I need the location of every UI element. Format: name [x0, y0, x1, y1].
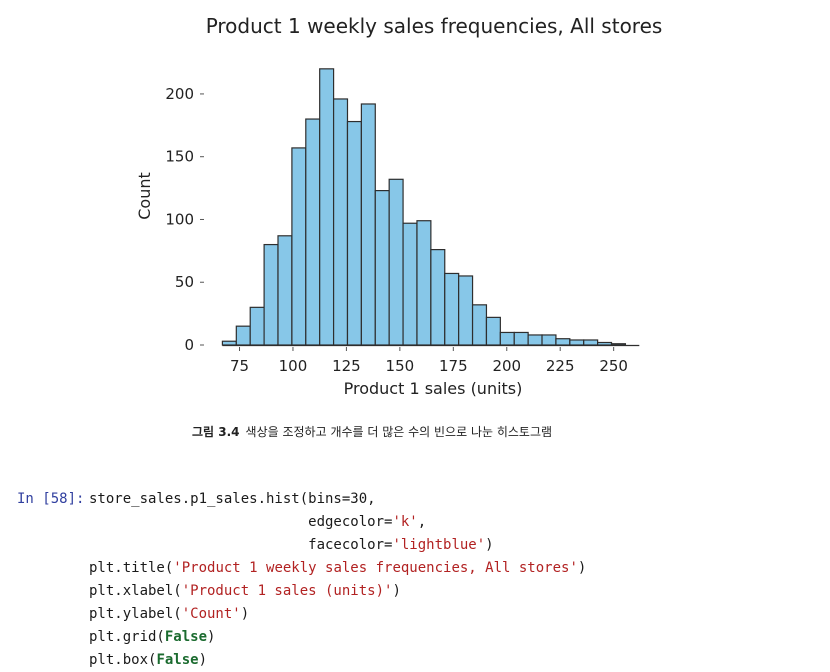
- histogram-bar: [263, 243, 279, 346]
- x-tick-label: 150: [386, 357, 415, 375]
- y-tick-label: 150: [165, 148, 194, 166]
- histogram-bar: [388, 178, 404, 346]
- x-axis-label: Product 1 sales (units): [344, 379, 523, 398]
- histogram-bar: [485, 316, 501, 346]
- code-text: plt.grid(: [89, 629, 165, 645]
- code-line: plt.title('Product 1 weekly sales freque…: [89, 560, 586, 576]
- histogram-bar: [597, 341, 613, 346]
- x-tick-label: 100: [279, 357, 308, 375]
- histogram-bar: [555, 338, 571, 346]
- x-axis-ticks: 75 100 125 150 175 200 225 250: [230, 347, 628, 375]
- y-tick-label: 50: [175, 273, 194, 291]
- code-text: edgecolor=: [89, 514, 393, 530]
- histogram-bar: [444, 272, 460, 346]
- code-line: plt.xlabel('Product 1 sales (units)'): [89, 583, 401, 599]
- histogram-bar: [249, 306, 265, 346]
- histogram-bar: [277, 235, 293, 346]
- y-axis-ticks: 0 50 100 150 200: [165, 85, 204, 354]
- x-tick-label: 75: [230, 357, 249, 375]
- x-tick-label: 250: [599, 357, 628, 375]
- y-tick-label: 100: [165, 210, 194, 228]
- histogram-bar: [346, 120, 362, 346]
- bars-group: [221, 68, 640, 347]
- code-string: 'Product 1 weekly sales frequencies, All…: [173, 560, 578, 576]
- histogram-bar: [319, 68, 335, 346]
- histogram-bar: [527, 334, 543, 346]
- caption-text: 색상을 조정하고 개수를 더 많은 수의 빈으로 나눈 히스토그램: [245, 425, 553, 439]
- histogram-bar: [471, 304, 488, 346]
- x-tick-label: 125: [332, 357, 361, 375]
- histogram-bar: [569, 339, 585, 346]
- x-tick-label: 225: [546, 357, 575, 375]
- y-tick-label: 0: [184, 336, 194, 354]
- y-tick-label: 200: [165, 85, 194, 103]
- code-line: edgecolor='k',: [89, 514, 426, 530]
- histogram-bar: [416, 220, 432, 346]
- chart-title: Product 1 weekly sales frequencies, All …: [206, 14, 663, 38]
- code-text: plt.title(: [89, 560, 174, 576]
- histogram-bar: [610, 343, 627, 346]
- histogram-bar: [513, 331, 529, 346]
- histogram-bar: [305, 118, 321, 346]
- code-string: 'k': [392, 514, 418, 530]
- histogram-bar: [221, 340, 237, 346]
- figure-caption: 그림 3.4 색상을 조정하고 개수를 더 많은 수의 빈으로 나눈 히스토그램: [192, 423, 552, 440]
- code-text: facecolor=: [89, 537, 393, 553]
- histogram-bar: [360, 103, 376, 346]
- code-text: ): [207, 629, 216, 645]
- code-text: ): [485, 537, 494, 553]
- histogram-bar: [430, 249, 446, 346]
- histogram-bar: [235, 325, 251, 346]
- y-axis-label: Count: [135, 172, 154, 220]
- histogram-bar: [402, 222, 418, 346]
- histogram-bar: [332, 98, 349, 346]
- histogram-bar: [291, 147, 307, 346]
- code-text: plt.xlabel(: [89, 583, 182, 599]
- code-text: ,: [417, 514, 427, 530]
- code-string: 'lightblue': [392, 537, 486, 553]
- code-text: ): [240, 606, 250, 622]
- x-tick-label: 200: [492, 357, 521, 375]
- code-text: plt.box(: [89, 652, 157, 668]
- code-string: 'Count': [181, 606, 241, 622]
- code-line: plt.box(False): [89, 652, 207, 668]
- code-text: store_sales.p1_sales.hist(bins=30,: [89, 491, 376, 507]
- histogram-bar: [458, 275, 474, 346]
- code-block[interactable]: store_sales.p1_sales.hist(bins=30, edgec…: [89, 488, 586, 672]
- code-text: ): [198, 652, 208, 668]
- code-keyword: False: [164, 629, 208, 645]
- code-line: store_sales.p1_sales.hist(bins=30,: [89, 491, 376, 507]
- code-text: ): [577, 560, 587, 576]
- code-text: plt.ylabel(: [89, 606, 182, 622]
- caption-number: 그림 3.4: [192, 425, 240, 439]
- code-string: 'Product 1 sales (units)': [181, 583, 393, 599]
- histogram-bar: [374, 190, 390, 346]
- code-line: plt.grid(False): [89, 629, 215, 645]
- code-keyword: False: [156, 652, 199, 668]
- histogram-chart: Product 1 weekly sales frequencies, All …: [135, 14, 663, 398]
- cell-prompt: In [58]:: [17, 491, 85, 507]
- histogram-bar: [541, 334, 557, 346]
- histogram-figure: Product 1 weekly sales frequencies, All …: [135, 14, 663, 398]
- code-text: ): [392, 583, 401, 599]
- histogram-bar: [583, 339, 599, 346]
- histogram-bar: [499, 331, 515, 346]
- code-line: plt.ylabel('Count'): [89, 606, 249, 622]
- code-line: facecolor='lightblue'): [89, 537, 494, 553]
- x-tick-label: 175: [439, 357, 468, 375]
